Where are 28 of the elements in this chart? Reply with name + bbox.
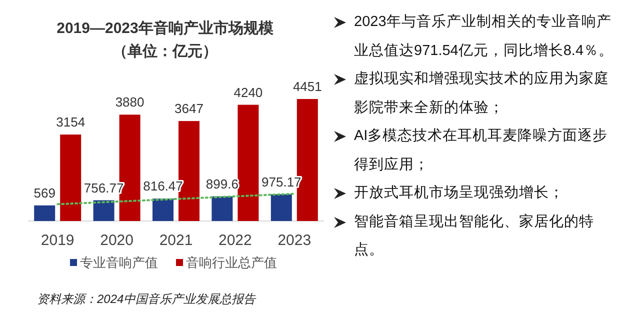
- x-tick-label: 2021: [159, 232, 193, 249]
- bar: [212, 196, 233, 221]
- bar: [152, 198, 174, 221]
- text: AI多模态技术在耳机耳麦降噪方面逐步得到应用；: [354, 128, 608, 172]
- bar: [34, 205, 56, 221]
- x-tick-label: 2022: [218, 232, 252, 249]
- x-tick-label: 2023: [278, 232, 312, 249]
- x-tick-label: 2019: [40, 232, 74, 249]
- legend-label: 专业音响产值: [80, 255, 158, 270]
- legend-label: 音响行业总产值: [186, 255, 277, 270]
- text: 2023年与音乐产业制相关的专业音响产业总值达971.54亿元，同比增长8.4％。: [354, 14, 614, 58]
- data-label: 4240: [234, 84, 263, 100]
- text: 虚拟现实和增强现实技术的应用为家庭影院带来全新的体验；: [354, 71, 609, 116]
- data-label: 3154: [56, 114, 86, 130]
- bar: [238, 104, 259, 221]
- data-label: 4451: [292, 79, 322, 94]
- data-label: 3880: [115, 94, 144, 110]
- data-label: 569: [34, 185, 56, 200]
- bar: [60, 134, 82, 221]
- bar: [93, 200, 114, 221]
- text: 智能音箱呈现出智能化、家居化的特点。: [354, 214, 594, 258]
- chart-title: 2019—2023年音响产业市场规模: [56, 19, 274, 37]
- text: 资料来源：2024中国音乐产业发展总报告: [37, 292, 257, 306]
- bar: [270, 194, 292, 221]
- text: 开放式耳机市场呈现强劲增长；: [354, 185, 564, 201]
- data-label: 3647: [174, 101, 204, 116]
- chart-subtitle: （单位：亿元）: [112, 43, 218, 60]
- x-tick-label: 2020: [100, 232, 134, 249]
